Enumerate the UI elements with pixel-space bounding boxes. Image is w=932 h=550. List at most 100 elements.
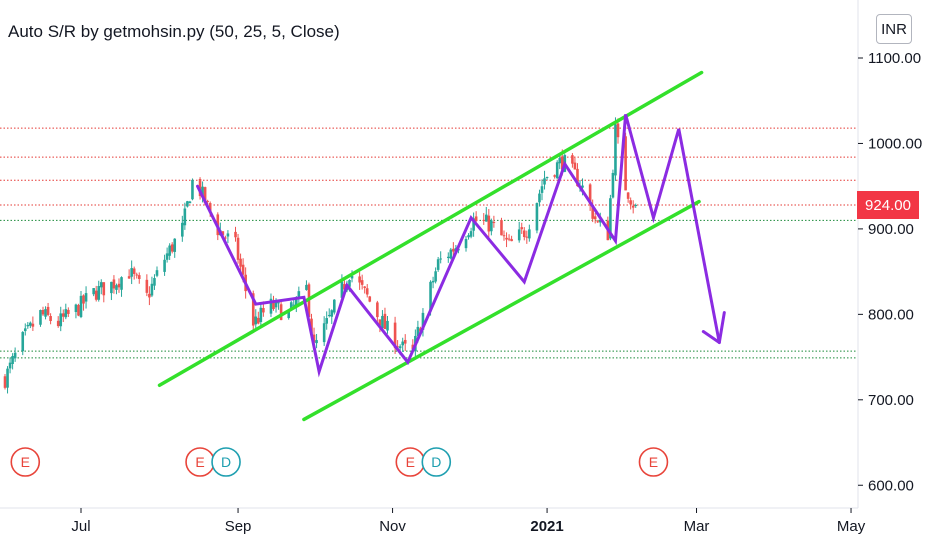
candle-body: [181, 222, 184, 237]
candle-body: [92, 288, 95, 295]
candle-body: [616, 123, 620, 138]
candle-body: [77, 305, 80, 316]
dividend-marker-circle: [211, 447, 241, 477]
candle-body: [110, 281, 113, 294]
time-tick-label: Mar: [684, 518, 710, 535]
candle-body: [555, 162, 559, 179]
candle-body: [540, 186, 544, 193]
candle-body: [145, 279, 149, 293]
candle-body: [26, 324, 30, 327]
candle-body: [538, 193, 541, 203]
candle-body: [21, 332, 25, 352]
dividend-marker-circle: [421, 447, 452, 477]
candle-body: [135, 274, 139, 276]
candle-body: [120, 277, 123, 290]
candle-body: [41, 309, 45, 315]
candle-body: [439, 258, 442, 260]
earnings-marker-label: E: [649, 454, 658, 470]
candle-body: [446, 256, 450, 258]
earnings-marker[interactable]: E: [10, 447, 41, 477]
price-tick-label: 800.00: [868, 306, 914, 323]
candle-body: [287, 310, 291, 319]
candle-body: [611, 172, 615, 198]
candle-body: [11, 356, 14, 364]
candle-body: [520, 227, 524, 230]
candle-body: [224, 237, 227, 239]
candle-body: [431, 280, 435, 283]
candle-body: [148, 293, 151, 298]
candle-body: [510, 239, 513, 242]
candle-body: [624, 136, 627, 191]
candle-body: [358, 276, 361, 283]
candle-body: [558, 158, 562, 164]
candle-body: [581, 185, 584, 188]
candle-body: [484, 214, 488, 222]
candle-body: [449, 249, 453, 259]
candle-body: [429, 281, 432, 312]
candle-body: [588, 184, 592, 205]
candle-body: [472, 218, 475, 231]
candle-body: [115, 285, 118, 290]
candle-body: [500, 220, 503, 236]
candle-body: [117, 283, 121, 288]
candle-body: [591, 204, 594, 219]
earnings-marker[interactable]: E: [395, 447, 426, 477]
candle-body: [596, 221, 600, 223]
candle-body: [545, 176, 549, 178]
candle-body: [378, 319, 382, 326]
earnings-marker-circle: [10, 447, 41, 477]
candle-body: [474, 216, 478, 222]
candle-body: [333, 299, 336, 313]
candle-body: [165, 253, 169, 260]
candle-body: [492, 222, 496, 224]
indicator-title[interactable]: Auto S/R by getmohsin.py (50, 25, 5, Clo…: [8, 22, 340, 41]
candle-body: [327, 314, 331, 316]
candle-body: [173, 238, 177, 252]
last-price-badge: 924.00: [857, 191, 919, 219]
candle-body: [3, 376, 7, 388]
time-tick-label: May: [837, 518, 866, 535]
candle-body: [49, 316, 52, 322]
dividend-marker[interactable]: D: [421, 447, 452, 477]
candle-body: [59, 313, 63, 327]
candle-body: [614, 124, 617, 176]
candle-body: [629, 200, 632, 205]
candle-body: [598, 220, 602, 223]
candle-body: [436, 259, 440, 270]
candle-body: [183, 208, 187, 226]
candle-body: [305, 284, 308, 290]
candle-body: [67, 309, 70, 314]
candle-body: [502, 235, 506, 237]
currency-button[interactable]: INR: [876, 14, 912, 44]
candle-body: [6, 368, 9, 388]
candle-body: [254, 316, 258, 325]
time-axis[interactable]: Jul Sep Nov 2021 Mar May: [71, 508, 866, 535]
dividend-marker[interactable]: D: [211, 447, 241, 477]
trend-channel: [157, 70, 704, 422]
candle-body: [312, 334, 316, 343]
price-tick-label: 900.00: [868, 221, 914, 238]
candle-body: [168, 245, 171, 256]
candle-body: [39, 310, 42, 325]
candle-body: [29, 322, 32, 326]
projection-line: [196, 114, 721, 378]
price-tick-label: 1100.00: [868, 50, 921, 67]
candle-body: [522, 230, 526, 238]
candle-body: [8, 362, 12, 369]
projection-arrowhead: [701, 311, 726, 345]
candle-body: [325, 318, 329, 324]
candle-body: [383, 313, 387, 330]
earnings-marker[interactable]: E: [638, 447, 669, 477]
earnings-marker[interactable]: E: [185, 447, 215, 477]
dividend-marker-label: D: [221, 454, 231, 470]
candle-body: [416, 326, 420, 337]
price-axis[interactable]: 1100.00 1000.00 900.00 800.00 700.00 600.00: [858, 50, 922, 494]
candle-body: [464, 239, 468, 249]
candle-body: [97, 286, 101, 300]
dividend-marker-label: D: [431, 454, 441, 470]
projection-path: [196, 114, 726, 378]
candle-body: [239, 258, 242, 267]
candle-body: [44, 309, 47, 317]
candle-body: [297, 291, 301, 299]
